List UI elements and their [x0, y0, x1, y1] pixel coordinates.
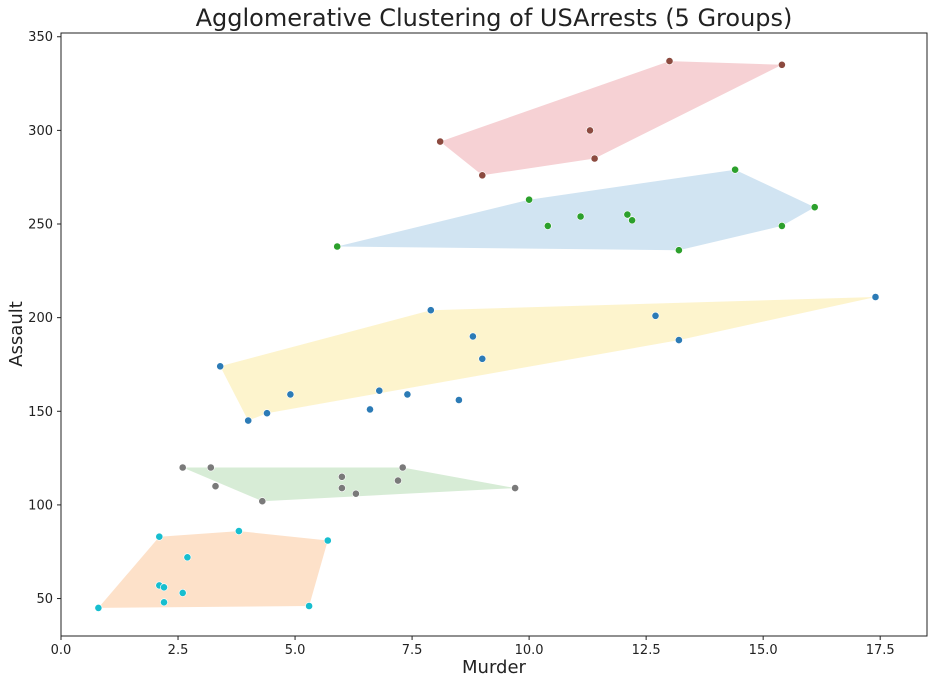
x-tick-label: 10.0 [515, 643, 544, 658]
y-axis-label: Assault [6, 301, 27, 367]
cluster-4-point [337, 484, 346, 492]
cluster-4-point [351, 489, 360, 498]
cluster-5-point [94, 604, 103, 612]
y-tick-label: 200 [28, 311, 53, 326]
cluster-4-point [178, 463, 187, 472]
cluster-4-point [398, 463, 407, 472]
cluster-3-point [286, 390, 295, 399]
cluster-5-point [160, 583, 168, 592]
cluster-4-point [206, 463, 215, 472]
y-tick-label: 350 [28, 30, 53, 45]
cluster-2-point [810, 203, 819, 212]
cluster-2-hull [337, 169, 815, 251]
cluster-5-point [234, 527, 243, 535]
y-tick-label: 250 [28, 218, 53, 233]
x-tick-label: 12.5 [632, 643, 661, 658]
cluster-2-point [543, 221, 552, 230]
cluster-3-point [263, 409, 271, 418]
cluster-3-point [468, 332, 477, 341]
cluster-4-hull [182, 467, 516, 502]
cluster-4-point [337, 472, 346, 481]
cluster-1-point [436, 137, 445, 146]
cluster-5-point [305, 602, 313, 610]
y-axis-ticks: 50 100 150 200 250 300 350 [28, 30, 61, 607]
x-tick-label: 0.0 [51, 643, 72, 658]
cluster-3-point [244, 416, 253, 425]
x-tick-label: 5.0 [285, 643, 306, 658]
cluster-1-point [586, 126, 594, 135]
cluster-3-point [871, 293, 880, 301]
cluster-4-point [511, 484, 519, 492]
cluster-2-point [675, 246, 683, 255]
x-axis-ticks: 0.0 2.5 5.0 7.5 10.0 12.5 15.0 17.5 [51, 636, 895, 658]
cluster-3-point [651, 311, 660, 320]
cluster-2-point [731, 165, 739, 174]
y-tick-label: 150 [28, 405, 53, 420]
cluster-5-point [183, 553, 192, 562]
chart-title: Agglomerative Clustering of USArrests (5… [196, 4, 793, 32]
cluster-5-point [178, 589, 187, 597]
cluster-2-point [525, 195, 533, 204]
cluster-3-point [403, 390, 412, 399]
cluster-2-point [623, 210, 632, 219]
y-tick-label: 300 [28, 124, 53, 139]
cluster-3-point [675, 336, 683, 344]
x-tick-label: 17.5 [866, 643, 895, 658]
cluster-3-hull [220, 297, 876, 421]
cluster-5-point [323, 536, 332, 545]
cluster-hulls [98, 61, 876, 608]
x-axis-label: Murder [462, 657, 527, 678]
cluster-3-point [426, 306, 435, 315]
cluster-2-point [778, 221, 786, 230]
cluster-5-point [155, 532, 164, 541]
plot-frame [60, 32, 928, 637]
cluster-2-point [333, 242, 342, 251]
y-tick-label: 100 [28, 498, 53, 513]
cluster-5-point [160, 598, 168, 607]
cluster-1-point [590, 154, 599, 163]
cluster-2-point [628, 216, 636, 225]
y-tick-label: 50 [36, 592, 53, 607]
cluster-4-point [394, 476, 402, 485]
cluster-5-hull [98, 531, 328, 608]
cluster-1-point [665, 57, 674, 65]
cluster-3-point [216, 362, 225, 371]
cluster-1-point [478, 171, 487, 180]
cluster-points [94, 57, 880, 612]
x-tick-label: 2.5 [168, 643, 189, 658]
cluster-3-point [366, 405, 374, 414]
cluster-3-point [454, 396, 463, 404]
cluster-4-point [211, 482, 220, 491]
cluster-4-point [258, 497, 267, 506]
x-tick-label: 15.0 [749, 643, 778, 658]
cluster-3-point [375, 386, 384, 395]
cluster-1-point [778, 60, 786, 69]
cluster-2-point [576, 212, 585, 221]
cluster-3-point [478, 354, 487, 363]
x-tick-label: 7.5 [402, 643, 423, 658]
cluster-1-hull [440, 61, 782, 176]
